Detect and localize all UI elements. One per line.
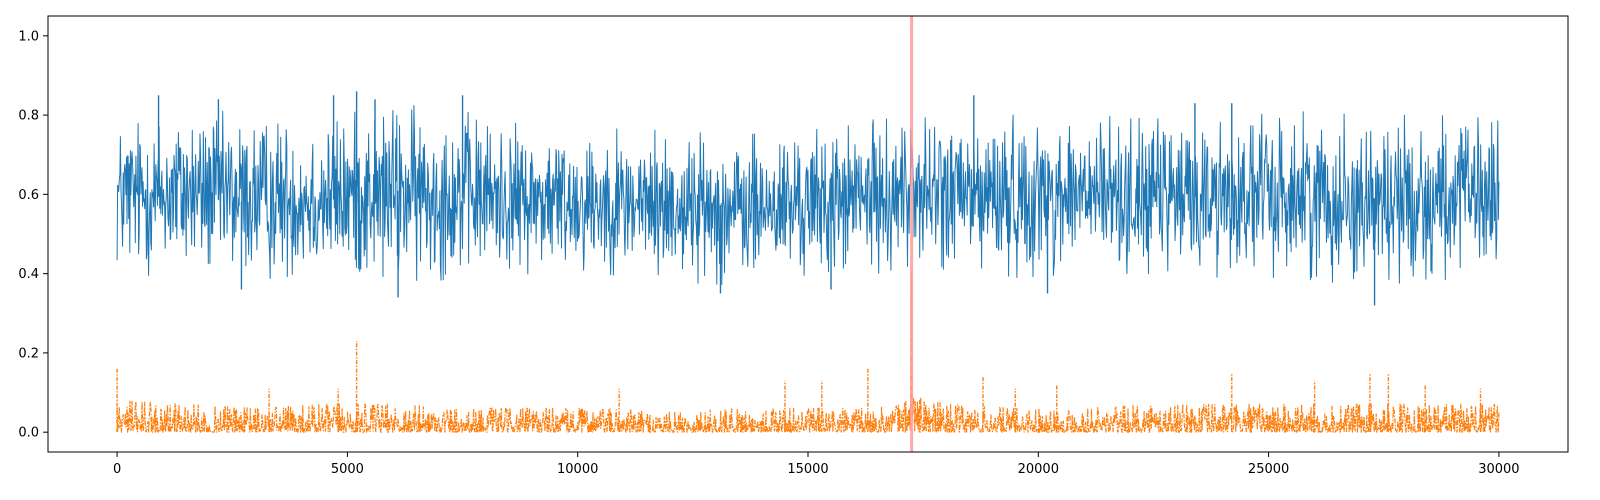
- x-tick-label-2: 10000: [557, 462, 598, 477]
- y-axis: 0.0 0.2 0.4 0.6 0.8 1.0: [18, 29, 48, 441]
- series-0-line: [116, 105, 1500, 285]
- x-tick-label-5: 25000: [1248, 462, 1289, 477]
- x-tick-label-3: 15000: [787, 462, 828, 477]
- plot-clip-group: [116, 16, 1500, 452]
- y-tick-label-1: 0.2: [18, 346, 39, 361]
- plot-area: [116, 16, 1500, 452]
- y-tick-label-2: 0.4: [18, 267, 39, 282]
- x-axis: 0 5000 10000 15000 20000 25000 30000: [113, 452, 1520, 477]
- series-1: [116, 272, 1500, 433]
- series-1-line: [116, 272, 1500, 433]
- y-tick-label-5: 1.0: [18, 29, 39, 44]
- axes-frame: [47, 15, 1569, 453]
- x-tick-label-1: 5000: [331, 462, 364, 477]
- x-tick-label-0: 0: [113, 462, 121, 477]
- x-tick-label-6: 30000: [1478, 462, 1519, 477]
- y-tick-label-4: 0.8: [18, 109, 39, 124]
- x-tick-label-4: 20000: [1018, 462, 1059, 477]
- y-tick-label-3: 0.6: [18, 188, 39, 203]
- y-tick-label-0: 0.0: [18, 426, 39, 441]
- series-0: [116, 91, 1500, 306]
